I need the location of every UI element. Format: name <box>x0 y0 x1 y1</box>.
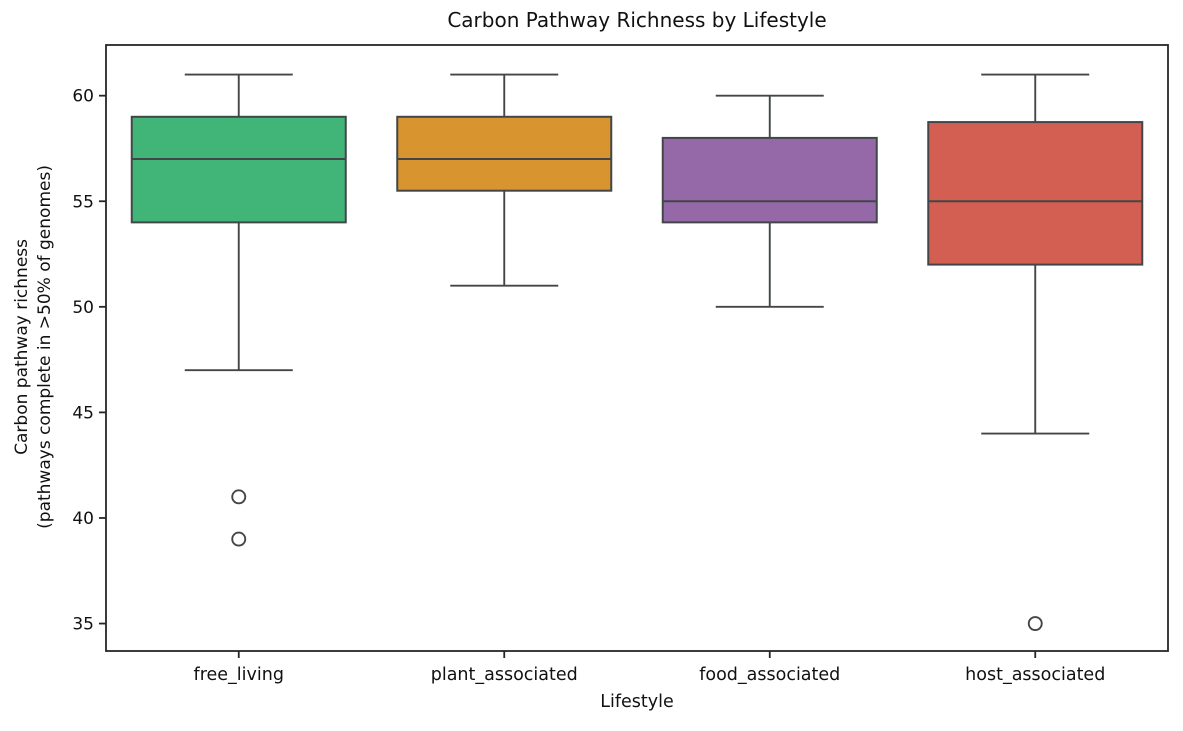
y-tick-label: 60 <box>72 87 94 107</box>
box-group-free_living <box>130 73 347 547</box>
y-tick-label: 40 <box>72 509 94 529</box>
box-rect <box>396 115 613 192</box>
plot-border <box>105 44 1169 652</box>
outlier-point <box>231 489 247 505</box>
x-tick-label: free_living <box>194 665 284 685</box>
box-rect <box>661 136 878 224</box>
box-group-host_associated <box>927 73 1144 632</box>
outlier-point <box>1027 616 1043 632</box>
box-group-plant_associated <box>396 73 613 287</box>
y-tick-label: 45 <box>72 403 94 423</box>
x-tick-label: plant_associated <box>431 665 578 685</box>
y-tick-label: 50 <box>72 298 94 318</box>
outlier-point <box>231 531 247 547</box>
y-tick-label: 35 <box>72 615 94 635</box>
y-tick-label: 55 <box>72 192 94 212</box>
box-rect <box>130 115 347 224</box>
box-rect <box>927 121 1144 266</box>
box-group-food_associated <box>661 94 878 308</box>
x-tick-label: host_associated <box>965 665 1105 685</box>
x-tick-label: food_associated <box>699 665 840 685</box>
x-axis-label: Lifestyle <box>600 692 674 712</box>
chart-title: Carbon Pathway Richness by Lifestyle <box>447 8 827 32</box>
